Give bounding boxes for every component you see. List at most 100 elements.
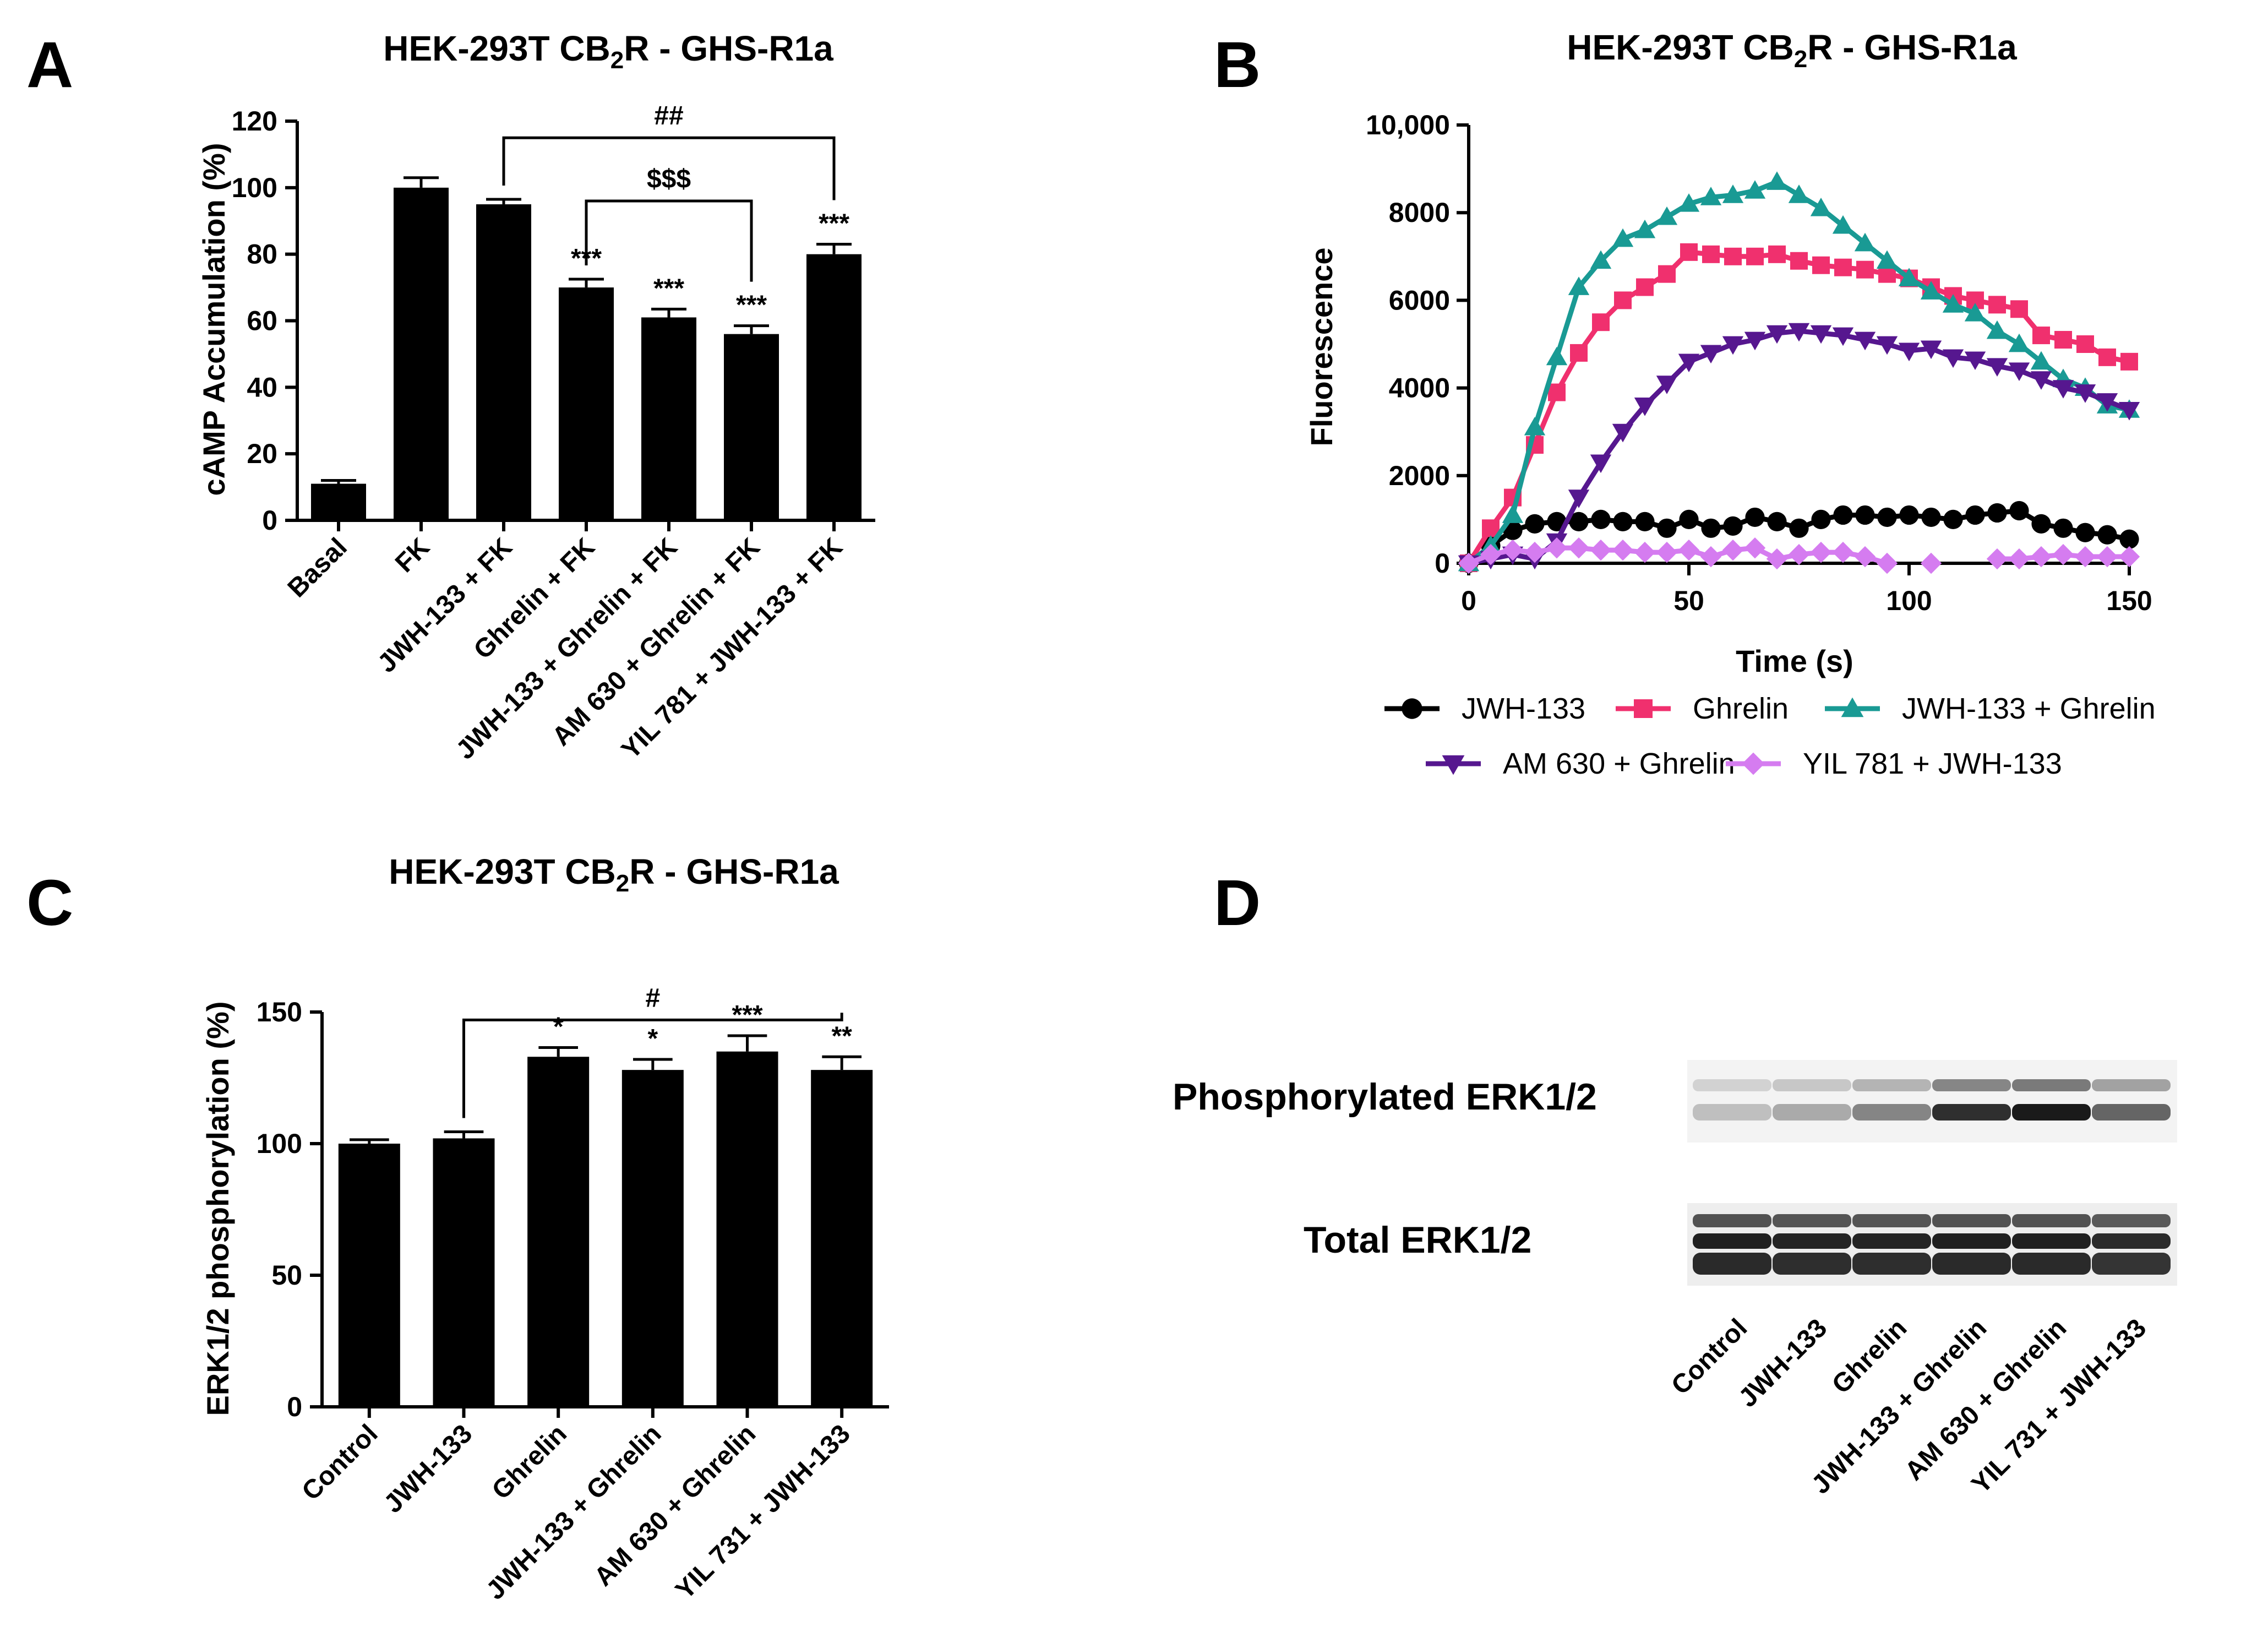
data-point <box>2008 362 2030 381</box>
data-point <box>1788 184 1810 203</box>
blot-label-total: Total ERK1/2 <box>1304 1219 1531 1261</box>
data-point <box>1702 245 1720 263</box>
bar <box>806 254 862 520</box>
bar <box>433 1138 495 1407</box>
data-point <box>2008 548 2030 570</box>
bar <box>559 287 614 520</box>
data-point <box>1987 503 2007 523</box>
total-band-middle <box>1773 1233 1851 1249</box>
data-point <box>1855 505 1875 525</box>
data-point <box>1788 323 1810 342</box>
data-point <box>1590 539 1612 561</box>
data-point <box>1592 313 1610 331</box>
data-point <box>1742 752 1765 775</box>
data-point <box>1768 245 1786 263</box>
bar <box>811 1070 873 1407</box>
blot-strip-phospho <box>1687 1060 2177 1143</box>
data-point <box>1612 228 1634 247</box>
panel-letter-c: C <box>26 867 73 939</box>
data-point <box>1744 180 1766 199</box>
y-tick-label: 20 <box>247 438 277 469</box>
panel-letter-d: D <box>1214 867 1261 939</box>
total-band-upper <box>1693 1214 1771 1227</box>
category-label: JWH-133 + Ghrelin <box>481 1419 667 1605</box>
data-point <box>1612 539 1634 561</box>
data-point <box>1657 518 1677 538</box>
data-point <box>1899 505 1919 525</box>
data-point <box>2032 327 2050 345</box>
data-point <box>1570 344 1588 362</box>
phospho-band-upper <box>1852 1079 1931 1091</box>
data-point <box>1854 331 1876 351</box>
category-label: AM 630 + Ghrelin <box>588 1419 761 1592</box>
data-point <box>1723 516 1743 536</box>
data-point <box>1636 278 1654 296</box>
data-point <box>1656 206 1678 225</box>
phospho-band-lower <box>2092 1104 2171 1121</box>
data-point <box>1546 346 1568 366</box>
data-point <box>2030 371 2052 390</box>
comparison-bracket <box>502 136 836 200</box>
data-point <box>2008 333 2030 352</box>
data-point <box>1790 252 1808 270</box>
data-point <box>1613 512 1633 531</box>
lane-label: JWH-133 <box>1733 1313 1833 1413</box>
data-point <box>2052 380 2074 399</box>
data-point <box>1766 548 1788 570</box>
bar <box>716 1051 778 1407</box>
legend-item: AM 630 + Ghrelin <box>1426 747 1735 780</box>
data-point <box>1965 505 1985 525</box>
legend-item: JWH-133 + Ghrelin <box>1825 692 2156 725</box>
data-point <box>1680 243 1698 261</box>
total-band-lower <box>2012 1253 2091 1275</box>
total-band-middle <box>1852 1233 1931 1249</box>
data-point <box>1986 358 2008 377</box>
series-jwh-133-ghrelin <box>1458 171 2140 572</box>
panel-b-chart: HEK-293T CB2R - GHS-R1a Fluorescence Tim… <box>1304 28 2156 780</box>
data-point <box>1568 537 1590 559</box>
y-tick-label: 2000 <box>1389 460 1450 491</box>
data-point <box>1744 331 1766 351</box>
total-band-upper <box>2092 1214 2171 1227</box>
data-point <box>1656 541 1678 563</box>
data-point <box>1591 509 1611 530</box>
data-point <box>1568 276 1590 295</box>
y-tick-label: 6000 <box>1389 285 1450 316</box>
category-label: YIL 731 + JWH-133 <box>670 1419 856 1605</box>
category-label: Ghrelin <box>487 1419 573 1505</box>
phospho-band-lower <box>1773 1104 1851 1121</box>
data-point <box>2118 402 2140 421</box>
data-point <box>1920 552 1942 574</box>
data-point <box>1942 349 1964 368</box>
total-band-middle <box>1932 1233 2011 1249</box>
data-point <box>1612 423 1634 443</box>
data-point <box>1524 541 1546 563</box>
legend-label: JWH-133 <box>1462 692 1585 725</box>
data-point <box>2120 352 2138 371</box>
data-point <box>1789 518 1809 538</box>
significance-marker: *** <box>732 1000 762 1030</box>
series-yil-781-jwh-133 <box>1458 537 2140 574</box>
panel-a-title: HEK-293T CB2R - GHS-R1a <box>383 29 833 74</box>
y-tick-label: 0 <box>1435 548 1450 579</box>
data-point <box>1635 512 1655 531</box>
legend-item: Ghrelin <box>1616 692 1789 725</box>
data-point <box>1590 250 1612 269</box>
y-tick-label: 0 <box>262 505 277 536</box>
data-point <box>1722 539 1744 561</box>
total-band-lower <box>1693 1253 1771 1275</box>
data-point <box>1876 336 1898 355</box>
data-point <box>2053 518 2073 538</box>
y-tick-label: 100 <box>257 1128 302 1159</box>
data-point <box>1658 265 1676 283</box>
total-band-middle <box>2012 1233 2091 1249</box>
data-point <box>1480 543 1502 565</box>
data-point <box>1834 258 1852 276</box>
data-point <box>1964 351 1986 371</box>
y-tick-label: 150 <box>257 997 302 1027</box>
panel-c-title: HEK-293T CB2R - GHS-R1a <box>389 852 839 897</box>
blot-lanes <box>1687 1060 2177 1286</box>
data-point <box>1898 342 1920 362</box>
phospho-band-lower <box>1932 1104 2011 1121</box>
data-point <box>1964 303 1986 322</box>
